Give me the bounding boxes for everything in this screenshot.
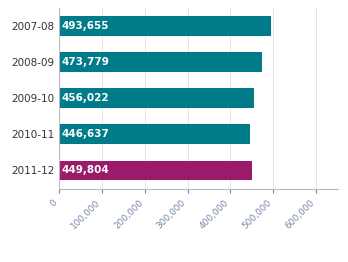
- Text: 493,655: 493,655: [62, 21, 109, 31]
- Bar: [59, 124, 251, 144]
- Bar: [59, 16, 271, 36]
- Bar: [59, 161, 252, 181]
- Bar: [59, 88, 254, 108]
- Bar: [59, 52, 262, 72]
- Text: 456,022: 456,022: [62, 93, 109, 103]
- Text: 449,804: 449,804: [62, 166, 110, 176]
- Text: 473,779: 473,779: [62, 57, 110, 67]
- Text: 446,637: 446,637: [62, 129, 110, 139]
